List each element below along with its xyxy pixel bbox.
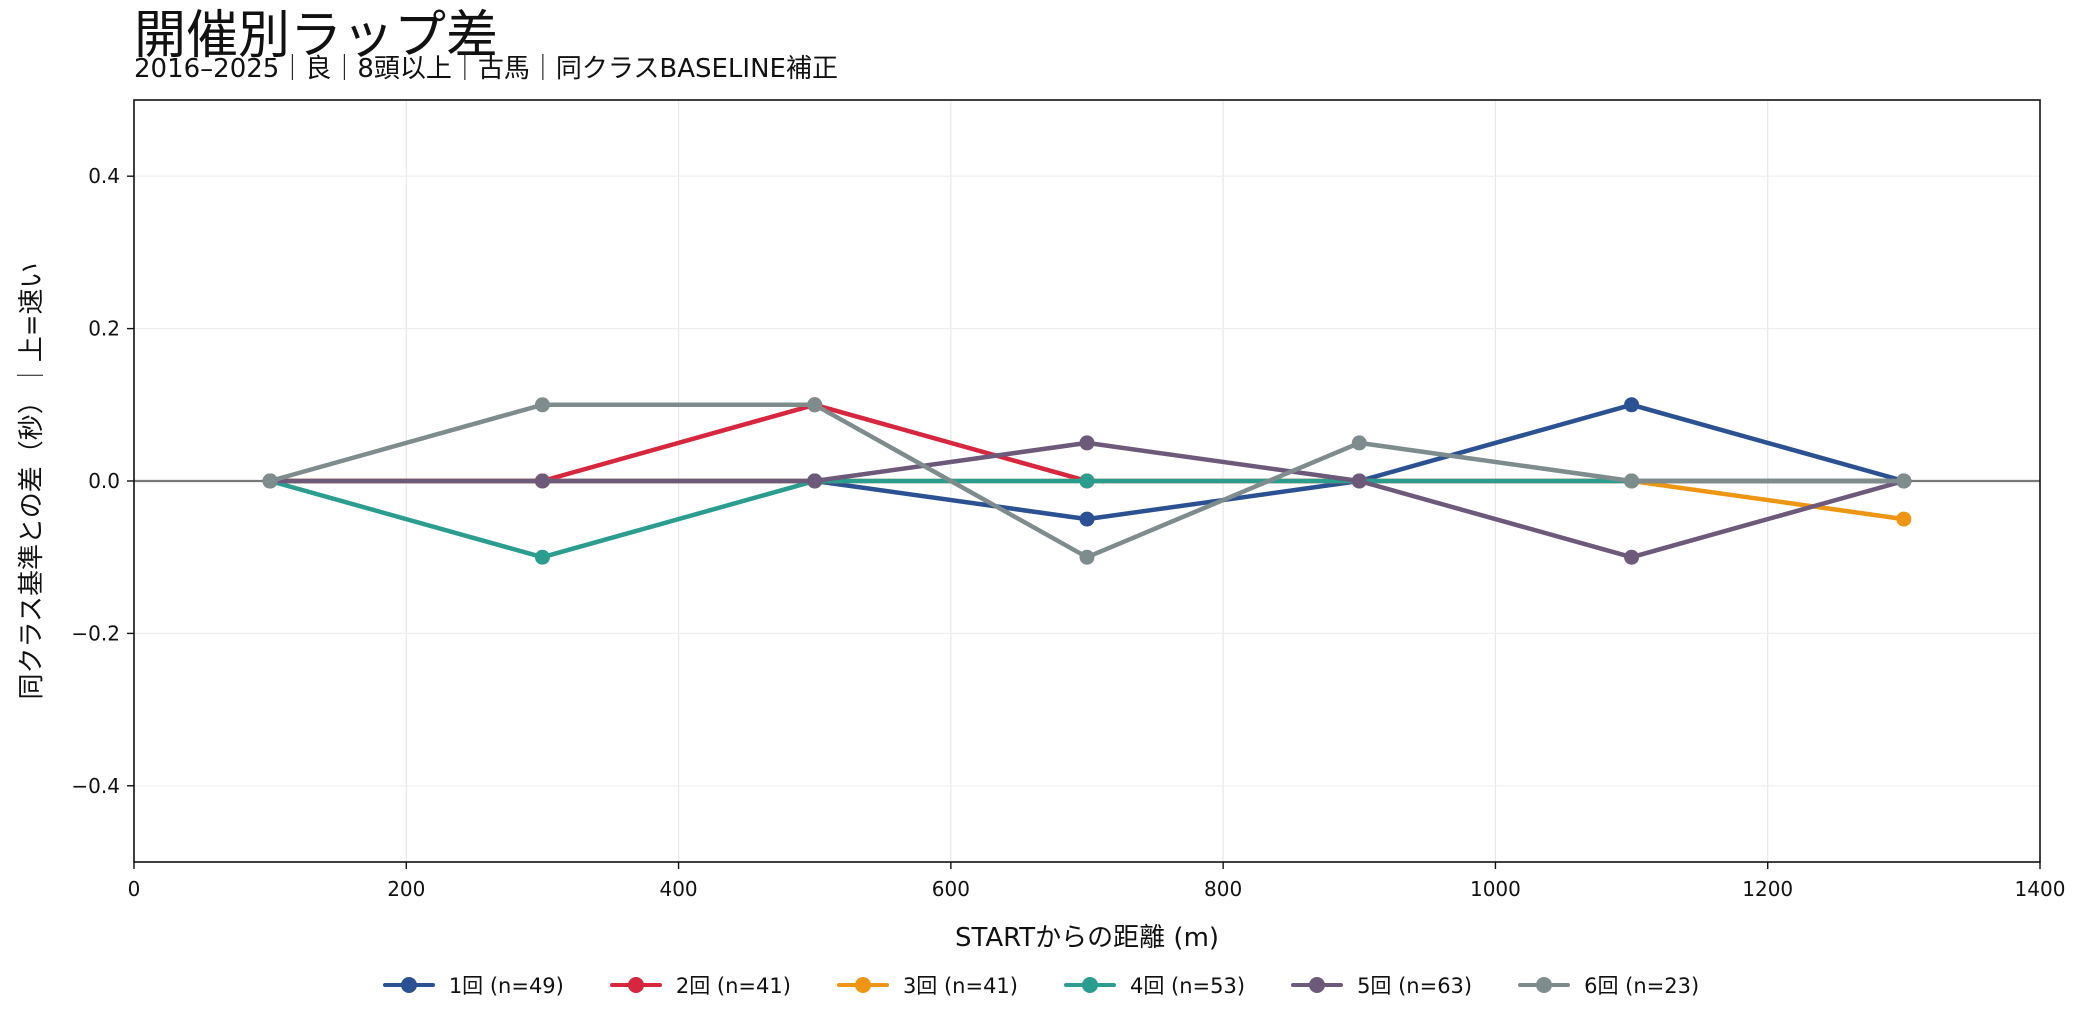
data-point (1079, 549, 1095, 565)
data-point (262, 473, 278, 489)
y-tick-label: 0.2 (88, 317, 120, 341)
legend: 1回 (n=49) 2回 (n=41) 3回 (n=41) 4回 (n=53) 5回 (… (0, 968, 2082, 1002)
series-line (267, 440, 1907, 560)
data-point (1079, 511, 1095, 527)
data-point (807, 397, 823, 413)
x-tick-label: 400 (659, 877, 697, 901)
data-point (534, 397, 550, 413)
legend-item: 6回 (n=23) (1518, 970, 1699, 1000)
data-point (534, 549, 550, 565)
x-tick-label: 200 (387, 877, 425, 901)
series-6 (262, 397, 1912, 565)
series-layer (262, 397, 1912, 565)
legend-label: 2回 (n=41) (675, 974, 791, 998)
x-tick-label: 1400 (2015, 877, 2066, 901)
series-line (267, 402, 1907, 522)
chart-subtitle: 2016–2025｜良｜8頭以上｜古馬｜同クラスBASELINE補正 (134, 54, 838, 84)
plot-frame (133, 99, 2041, 863)
data-point (1079, 473, 1095, 489)
data-point (807, 473, 823, 489)
data-point (1079, 435, 1095, 451)
legend-swatch (836, 974, 889, 996)
y-tick-label: 0.4 (88, 164, 120, 188)
x-tick-label: 0 (128, 877, 141, 901)
legend-item: 5回 (n=63) (1291, 970, 1472, 1000)
tick-layer: 0 200 400 600 800 1000 1200 1400 0.4 0.2 0.0 −0.2 −0… (71, 164, 2065, 901)
x-tick-label: 1200 (1742, 877, 1793, 901)
series-5 (262, 435, 1912, 565)
x-tick-label: 1000 (1470, 877, 1521, 901)
legend-label: 5回 (n=63) (1357, 974, 1473, 998)
y-tick-label: −0.2 (71, 621, 120, 645)
legend-label: 1回 (n=49) (448, 974, 564, 998)
data-point (534, 473, 550, 489)
data-point (1624, 397, 1640, 413)
data-point (1896, 473, 1912, 489)
legend-swatch (382, 974, 435, 996)
x-tick-label: 600 (932, 877, 970, 901)
legend-swatch (609, 974, 662, 996)
data-point (1624, 549, 1640, 565)
legend-item: 2回 (n=41) (609, 970, 791, 1000)
legend-swatch (1291, 974, 1344, 996)
data-point (1351, 473, 1367, 489)
chart-title: 開催別ラップ差 (134, 6, 499, 66)
legend-label: 3回 (n=41) (902, 974, 1018, 998)
legend-swatch (1064, 974, 1116, 996)
x-axis-title: STARTからの距離 (m) (955, 923, 1219, 953)
y-axis-title: 同クラス基準との差（秒）｜上=速い (17, 262, 47, 699)
data-point (1351, 435, 1367, 451)
series-1 (262, 397, 1912, 527)
data-point (1624, 473, 1640, 489)
y-tick-label: −0.4 (71, 774, 120, 798)
legend-item: 3回 (n=41) (836, 970, 1018, 1000)
legend-label: 4回 (n=53) (1130, 974, 1246, 998)
legend-item: 1回 (n=49) (382, 970, 564, 1000)
legend-swatch (1518, 974, 1571, 996)
legend-item: 4回 (n=53) (1064, 970, 1245, 1000)
data-point (1896, 511, 1912, 527)
x-tick-label: 800 (1204, 877, 1242, 901)
legend-label: 6回 (n=23) (1584, 974, 1700, 998)
y-tick-label: 0.0 (88, 469, 120, 493)
